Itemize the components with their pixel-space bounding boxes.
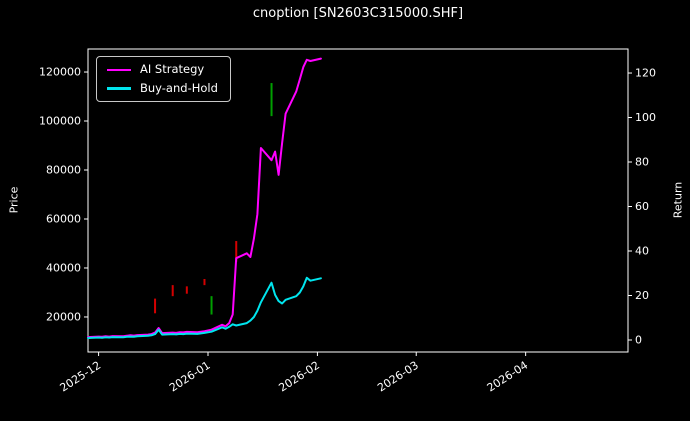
x-tick-label: 2026-04: [485, 359, 531, 395]
left-tick-label: 20000: [46, 310, 81, 323]
chart-title: cnoption [SN2603C315000.SHF]: [252, 6, 464, 21]
right-tick-label: 60: [635, 200, 649, 213]
right-tick-label: 0: [635, 333, 642, 346]
plot-border: [87, 48, 629, 353]
legend: AI Strategy Buy-and-Hold: [96, 56, 231, 102]
series-line-buy-and-hold: [87, 276, 322, 339]
x-tick-label: 2025-12: [58, 359, 104, 395]
x-tick-label: 2026-02: [276, 359, 322, 395]
legend-item-buy-and-hold: Buy-and-Hold: [107, 80, 218, 95]
left-tick-label: 120000: [39, 66, 81, 79]
right-tick-label: 80: [635, 156, 649, 169]
ai-strategy-line-swatch: [107, 68, 131, 71]
right-tick-label: 20: [635, 289, 649, 302]
right-axis-label: Return: [671, 181, 685, 219]
left-tick-label: 80000: [46, 164, 81, 177]
right-tick-label: 120: [635, 67, 656, 80]
right-tick-label: 100: [635, 111, 656, 124]
left-tick-label: 100000: [39, 115, 81, 128]
right-tick-label: 40: [635, 245, 649, 258]
left-tick-label: 40000: [46, 261, 81, 274]
series-line-ai-strategy: [87, 57, 322, 339]
x-tick-label: 2026-03: [375, 359, 421, 395]
buy-and-hold-line-swatch: [107, 87, 131, 90]
legend-label-ai-strategy: AI Strategy: [140, 62, 205, 76]
legend-label-buy-and-hold: Buy-and-Hold: [140, 80, 218, 95]
legend-item-ai-strategy: AI Strategy: [107, 62, 218, 76]
left-axis-label: Price: [7, 186, 21, 214]
x-tick-label: 2026-01: [167, 359, 213, 395]
left-tick-label: 60000: [46, 212, 81, 225]
